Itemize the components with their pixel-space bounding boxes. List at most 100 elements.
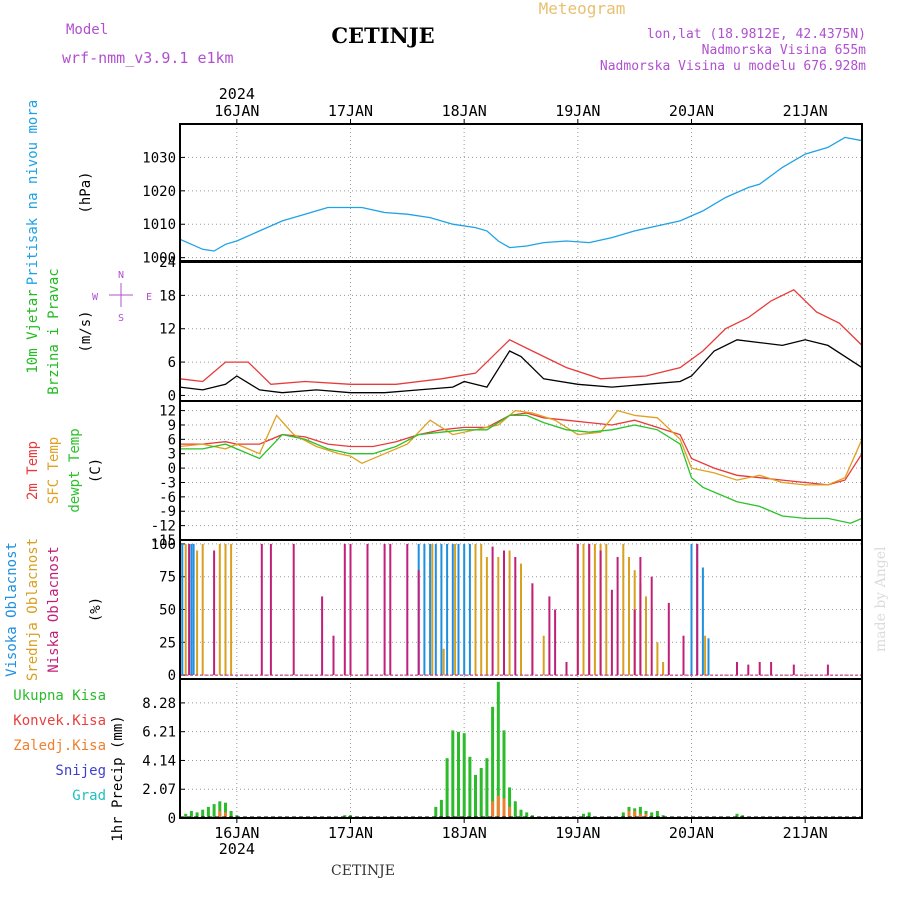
x-tick-label: 17JAN: [328, 102, 373, 120]
x-tick-label: 19JAN: [555, 102, 600, 120]
bar: [229, 811, 233, 818]
bar: [542, 635, 545, 675]
series-line-gust: [179, 289, 863, 385]
bar: [554, 609, 557, 676]
bar: [582, 813, 585, 818]
y-tick-label: 2.07: [142, 782, 176, 798]
x-tick-label: 19JAN: [555, 824, 600, 842]
y-axis-label: (m/s): [78, 310, 94, 352]
bar: [707, 638, 710, 675]
bar: [224, 543, 227, 675]
y-tick-label: -6: [159, 490, 176, 506]
bar: [343, 543, 346, 675]
bar: [457, 731, 460, 818]
bar: [508, 806, 512, 818]
bar: [622, 543, 625, 675]
bar: [383, 543, 386, 675]
bar: [616, 557, 619, 675]
bar: [462, 733, 466, 818]
bar: [218, 801, 222, 818]
bar: [503, 550, 505, 676]
bar: [655, 811, 659, 818]
bar: [213, 550, 216, 676]
compass-label: S: [118, 313, 124, 324]
y-tick-label: 6: [168, 432, 176, 448]
panel-pressure: 1000 1010 1020 1030 Pritisak na nivou mora (h…: [25, 100, 863, 285]
x-tick-label: 18JAN: [442, 824, 487, 842]
y-tick-label: 12: [159, 322, 176, 338]
bar: [513, 801, 517, 818]
x-year-label: 2024: [219, 85, 255, 103]
bar: [593, 543, 596, 675]
footer-station: CETINJE: [331, 863, 395, 879]
y-axis-label: (C): [88, 458, 104, 483]
bar: [496, 795, 500, 818]
bar: [548, 596, 551, 676]
series-line-speed: [179, 339, 863, 394]
bar: [736, 662, 738, 676]
y-tick-label: 0: [168, 388, 176, 404]
y-tick-label: 100: [151, 537, 176, 553]
y-tick-label: 8.28: [142, 696, 176, 712]
bar: [474, 543, 477, 675]
bar: [192, 543, 195, 675]
bar: [366, 543, 369, 675]
bar: [638, 813, 642, 818]
bar: [520, 563, 522, 676]
y-axis-label: Niska Oblacnost: [46, 546, 62, 672]
x-tick-label: 17JAN: [328, 824, 373, 842]
bar: [446, 543, 449, 675]
bar: [633, 811, 637, 818]
compass-label: W: [92, 292, 99, 303]
bar: [184, 813, 188, 818]
bar: [491, 546, 494, 676]
y-tick-label: 75: [159, 570, 176, 586]
bar: [292, 543, 295, 675]
bar: [627, 811, 631, 818]
bar: [690, 543, 693, 675]
y-tick-label: 0: [168, 811, 176, 827]
x-tick-label: 16JAN: [214, 824, 259, 842]
compass-rose: N W E S: [92, 270, 152, 324]
legend-item: Snijeg: [55, 763, 106, 779]
bar: [531, 583, 534, 676]
y-tick-label: 0: [168, 461, 176, 477]
bar: [463, 543, 466, 675]
bar: [188, 543, 191, 675]
bar: [565, 662, 568, 676]
y-tick-label: 9: [168, 418, 176, 434]
bar: [429, 543, 432, 675]
compass-label: E: [146, 292, 152, 303]
bar: [480, 543, 483, 675]
bar: [770, 662, 773, 676]
lonlat: lon,lat (18.9812E, 42.4375N): [647, 27, 866, 42]
bar: [321, 596, 324, 676]
x-tick-label: 21JAN: [783, 102, 828, 120]
bar: [468, 543, 471, 675]
bar: [496, 681, 500, 818]
y-tick-label: -9: [159, 504, 176, 520]
series-line-sfc-temp: [179, 409, 863, 486]
bar: [184, 543, 187, 675]
bar: [645, 596, 647, 676]
bar: [696, 543, 699, 675]
panel-frame: [179, 678, 863, 819]
y-tick-label: 3: [168, 447, 176, 463]
bar: [474, 774, 477, 818]
legend-item: Zaledj.Kisa: [13, 738, 106, 754]
bar: [491, 801, 495, 818]
bar: [189, 811, 193, 818]
header: Model wrf-nmm_v3.9.1 e1km CETINJE Meteog…: [62, 0, 866, 74]
bar: [508, 787, 512, 818]
bar: [181, 543, 184, 675]
bar: [497, 557, 500, 675]
watermark: made by Angel: [873, 546, 889, 652]
y-tick-label: 4.14: [142, 753, 176, 769]
bar: [269, 543, 272, 675]
y-tick-label: 24: [159, 255, 176, 271]
bar: [454, 543, 457, 675]
bar: [230, 543, 233, 675]
y-tick-label: 0: [168, 668, 176, 684]
y-tick-label: 1020: [142, 184, 176, 200]
x-tick-label: 21JAN: [783, 824, 828, 842]
